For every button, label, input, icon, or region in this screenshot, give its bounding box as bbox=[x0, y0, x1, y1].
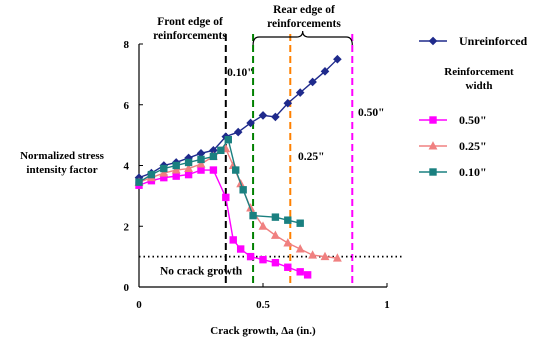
data-point bbox=[308, 250, 318, 259]
data-point bbox=[284, 216, 292, 224]
y-tick-label: 8 bbox=[124, 39, 130, 51]
x-tick-label: 1 bbox=[384, 299, 390, 311]
data-point bbox=[295, 88, 305, 97]
data-point bbox=[249, 211, 257, 220]
series-3 bbox=[135, 135, 304, 227]
x-axis-label: Crack growth, Δa (in.) bbox=[210, 325, 316, 337]
data-point bbox=[209, 166, 218, 174]
y-axis-label: Normalized stress intensity factor bbox=[20, 150, 105, 176]
data-point bbox=[147, 170, 156, 179]
legend-marker-1 bbox=[429, 116, 437, 124]
data-point bbox=[236, 245, 245, 253]
rear-edge-label: Rear edge of reinforcements bbox=[267, 4, 341, 30]
legend-label-3: 0.10" bbox=[459, 165, 487, 179]
data-point bbox=[296, 219, 304, 227]
data-point bbox=[197, 166, 205, 174]
data-point bbox=[171, 165, 181, 174]
data-point bbox=[184, 170, 193, 179]
data-point bbox=[258, 111, 268, 120]
data-point bbox=[258, 221, 268, 230]
y-tick-label: 6 bbox=[124, 100, 130, 112]
legend-label-0: Unreinforced bbox=[459, 34, 528, 48]
data-point bbox=[159, 168, 169, 177]
data-point bbox=[232, 166, 240, 174]
series-line-2 bbox=[138, 147, 338, 259]
data-point bbox=[224, 135, 232, 144]
width-label-0.25: 0.25" bbox=[298, 151, 325, 163]
legend-label-2: 0.25" bbox=[459, 139, 487, 153]
width-label-0.50: 0.50" bbox=[358, 107, 385, 119]
data-point bbox=[217, 146, 225, 155]
rear-edge-label-line: reinforcements bbox=[267, 18, 341, 30]
data-point bbox=[320, 67, 330, 76]
data-point bbox=[259, 255, 267, 264]
rear-edge-brace bbox=[252, 30, 353, 46]
x-tick-label: 0 bbox=[136, 299, 142, 311]
data-point bbox=[172, 161, 180, 170]
data-point bbox=[333, 54, 342, 64]
y-tick-label: 2 bbox=[124, 221, 130, 233]
data-point bbox=[239, 186, 247, 194]
y-ticks: 0 2 4 6 8 bbox=[124, 39, 143, 294]
data-point bbox=[320, 251, 330, 261]
legend-marker-0 bbox=[428, 36, 438, 46]
legend-subtitle-line: width bbox=[466, 80, 493, 92]
data-point bbox=[295, 244, 305, 253]
data-point bbox=[246, 252, 255, 261]
data-point bbox=[233, 127, 243, 137]
series-line-1 bbox=[138, 169, 308, 276]
x-tick-label: 0.5 bbox=[256, 299, 270, 311]
front-edge-label-line: reinforcements bbox=[153, 30, 227, 42]
data-point bbox=[172, 172, 180, 180]
no-crack-growth-label: No crack growth bbox=[160, 266, 243, 278]
data-point bbox=[271, 259, 280, 267]
data-point bbox=[209, 152, 218, 161]
legend-marker-2 bbox=[428, 141, 438, 150]
y-tick-label: 4 bbox=[124, 161, 130, 173]
data-point bbox=[303, 271, 312, 279]
series-group bbox=[134, 54, 342, 279]
legend-marker-3 bbox=[429, 168, 437, 176]
width-label-0.10: 0.10" bbox=[227, 67, 254, 79]
y-tick-label: 0 bbox=[124, 282, 130, 294]
data-point bbox=[283, 98, 293, 108]
data-point bbox=[246, 118, 255, 128]
legend-subtitle-line: Reinforcement bbox=[444, 66, 514, 78]
data-point bbox=[308, 77, 317, 87]
front-edge-label: Front edge of reinforcements bbox=[153, 16, 227, 42]
data-point bbox=[184, 158, 193, 167]
data-point bbox=[197, 155, 205, 164]
data-point bbox=[222, 193, 230, 202]
x-ticks: 0 0.5 1 bbox=[136, 283, 390, 311]
y-axis-label-line: intensity factor bbox=[26, 164, 97, 176]
data-point bbox=[229, 236, 237, 244]
data-point bbox=[135, 178, 143, 186]
data-point bbox=[271, 112, 280, 122]
front-edge-label-line: Front edge of bbox=[157, 16, 223, 28]
data-point bbox=[184, 163, 194, 173]
data-point bbox=[271, 213, 280, 221]
data-point bbox=[296, 268, 304, 276]
data-point bbox=[160, 164, 168, 173]
data-point bbox=[196, 159, 206, 168]
data-point bbox=[270, 230, 280, 239]
y-axis-label-line: Normalized stress bbox=[20, 150, 105, 162]
legend-label-1: 0.50" bbox=[459, 113, 487, 127]
rear-edge-label-line: Rear edge of bbox=[273, 4, 335, 16]
data-point bbox=[284, 263, 292, 271]
data-point bbox=[283, 238, 293, 247]
legend: Unreinforced Reinforcement width 0.50" 0.25"… bbox=[419, 34, 528, 179]
data-point bbox=[332, 253, 342, 262]
